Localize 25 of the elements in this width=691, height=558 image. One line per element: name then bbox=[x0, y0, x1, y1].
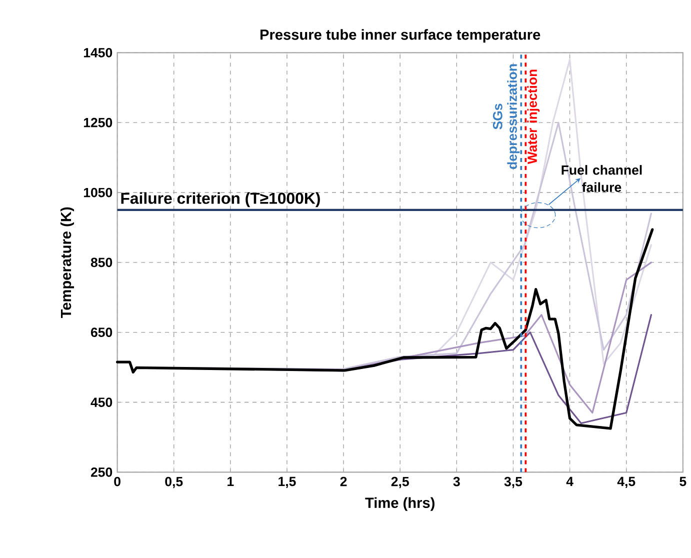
x-tick-label: 1,5 bbox=[278, 477, 296, 488]
x-tick-label: 2,5 bbox=[391, 477, 409, 488]
x-tick-label: 3 bbox=[453, 477, 460, 486]
y-tick-label: 1450 bbox=[84, 48, 112, 58]
x-tick-label: 2 bbox=[340, 477, 347, 486]
x-tick-label: 1 bbox=[228, 477, 234, 486]
x-axis-title: Time (hrs) bbox=[365, 497, 434, 512]
y-tick-label: 1050 bbox=[84, 188, 112, 198]
annotation: Fuel channel failure bbox=[562, 165, 642, 192]
chart-title: Pressure tube inner surface temperature bbox=[260, 29, 540, 43]
x-tick-label: 0,5 bbox=[165, 477, 183, 488]
x-tick-label: 3,5 bbox=[504, 477, 522, 488]
y-tick-label: 650 bbox=[90, 328, 112, 338]
ref-line-label: SGs depressurization bbox=[492, 64, 520, 170]
x-tick-label: 0 bbox=[114, 477, 120, 486]
y-axis-title: Temperature (K) bbox=[60, 208, 74, 318]
x-tick-label: 4,5 bbox=[617, 477, 636, 488]
ref-line-label: Failure criterion (T≥1000K) bbox=[121, 192, 320, 208]
x-tick-label: 5 bbox=[680, 477, 686, 486]
x-tick-label: 4 bbox=[566, 477, 574, 486]
y-tick-label: 850 bbox=[90, 258, 112, 268]
y-tick-label: 1250 bbox=[84, 118, 112, 128]
y-tick-label: 450 bbox=[90, 398, 112, 408]
y-tick-label: 250 bbox=[90, 468, 112, 478]
ref-line-label: Water injection bbox=[527, 70, 540, 164]
